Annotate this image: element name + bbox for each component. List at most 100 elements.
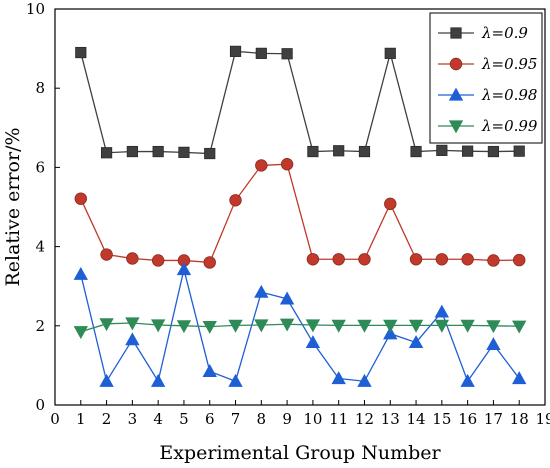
legend-box	[429, 12, 543, 144]
x-tick-label: 17	[484, 410, 503, 428]
y-tick-label: 4	[35, 238, 45, 256]
data-point	[281, 48, 293, 60]
x-tick-label: 9	[282, 410, 292, 428]
data-point	[150, 319, 166, 333]
x-tick-label: 6	[205, 410, 215, 428]
data-point	[436, 144, 448, 156]
data-point	[460, 373, 475, 387]
y-tick-label: 0	[35, 396, 45, 414]
x-tick-label: 1	[76, 410, 86, 428]
data-point	[434, 304, 450, 318]
x-tick-label: 5	[179, 410, 189, 428]
data-point	[487, 145, 500, 158]
x-tick-label: 15	[432, 410, 451, 428]
data-point	[358, 253, 371, 266]
series-2	[74, 158, 526, 269]
data-point	[254, 284, 269, 298]
data-point	[176, 262, 192, 276]
data-point	[100, 147, 113, 159]
x-tick-label: 8	[257, 410, 267, 428]
x-tick-label: 19	[535, 410, 550, 428]
data-point	[384, 197, 397, 211]
series-line	[80, 322, 520, 333]
data-point	[202, 320, 217, 334]
data-point	[255, 47, 267, 59]
legend-item-1: λ=0.9	[438, 24, 528, 42]
y-tick-label: 6	[35, 158, 45, 176]
legend-label: λ=0.95	[481, 55, 537, 73]
data-point	[99, 318, 114, 332]
legend-item-3: λ=0.98	[438, 86, 537, 104]
y-tick-label: 2	[35, 317, 45, 335]
data-point	[229, 194, 242, 207]
x-tick-label: 16	[458, 410, 477, 428]
x-tick-label: 7	[231, 410, 241, 428]
data-point	[73, 326, 88, 340]
data-point	[461, 253, 474, 266]
x-tick-label: 11	[329, 410, 348, 428]
plot-frame	[54, 8, 546, 406]
y-tick-label: 8	[35, 79, 45, 97]
x-tick-label: 12	[355, 410, 374, 428]
data-point	[383, 326, 398, 340]
series-line	[80, 163, 520, 264]
legend-marker	[449, 57, 463, 71]
legend-label: λ=0.9	[481, 24, 528, 42]
data-point	[460, 319, 475, 333]
data-point	[73, 266, 88, 280]
data-point	[408, 319, 424, 333]
data-point	[151, 254, 165, 267]
data-point	[307, 145, 319, 158]
data-point	[358, 145, 371, 158]
x-tick-label: 18	[510, 410, 529, 428]
data-point	[409, 253, 423, 266]
data-point	[125, 317, 140, 331]
data-point	[357, 373, 372, 387]
x-tick-label: 0	[50, 410, 60, 428]
data-point	[74, 192, 87, 205]
data-point	[228, 373, 243, 387]
data-point	[513, 253, 526, 267]
series-1	[75, 45, 525, 160]
x-tick-label: 2	[102, 410, 112, 428]
data-point	[75, 46, 87, 59]
data-point	[408, 335, 424, 349]
legend-marker	[448, 87, 464, 101]
legend-label: λ=0.99	[481, 117, 538, 135]
y-tick-label: 10	[26, 0, 45, 18]
data-point	[512, 320, 527, 334]
data-point	[486, 320, 501, 334]
data-point	[126, 252, 139, 265]
data-point	[99, 373, 114, 387]
data-point	[462, 145, 474, 157]
data-point	[305, 319, 321, 333]
data-point	[331, 371, 346, 385]
x-tick-label: 13	[381, 410, 400, 428]
series-layer	[73, 45, 527, 387]
data-point	[255, 159, 268, 172]
data-point	[410, 145, 422, 158]
data-point	[203, 256, 216, 269]
data-point	[434, 319, 450, 333]
data-point	[202, 364, 217, 377]
x-tick-label: 10	[303, 410, 322, 428]
data-point	[305, 335, 321, 349]
legend-item-4: λ=0.99	[438, 117, 538, 135]
data-point	[486, 337, 501, 351]
legend: λ=0.9 λ=0.95 λ=0.98 λ=0.99	[429, 12, 543, 144]
legend-item-2: λ=0.95	[438, 55, 537, 73]
data-point	[306, 253, 320, 266]
data-point	[204, 147, 216, 160]
data-point	[332, 253, 345, 266]
data-point	[513, 145, 525, 157]
data-point	[228, 319, 243, 333]
data-point	[280, 158, 294, 171]
y-axis-title: Relative error/%	[2, 127, 24, 286]
data-point	[150, 373, 166, 387]
data-point	[357, 319, 372, 333]
data-point	[126, 145, 138, 158]
data-point	[125, 332, 140, 346]
data-point	[254, 319, 269, 333]
